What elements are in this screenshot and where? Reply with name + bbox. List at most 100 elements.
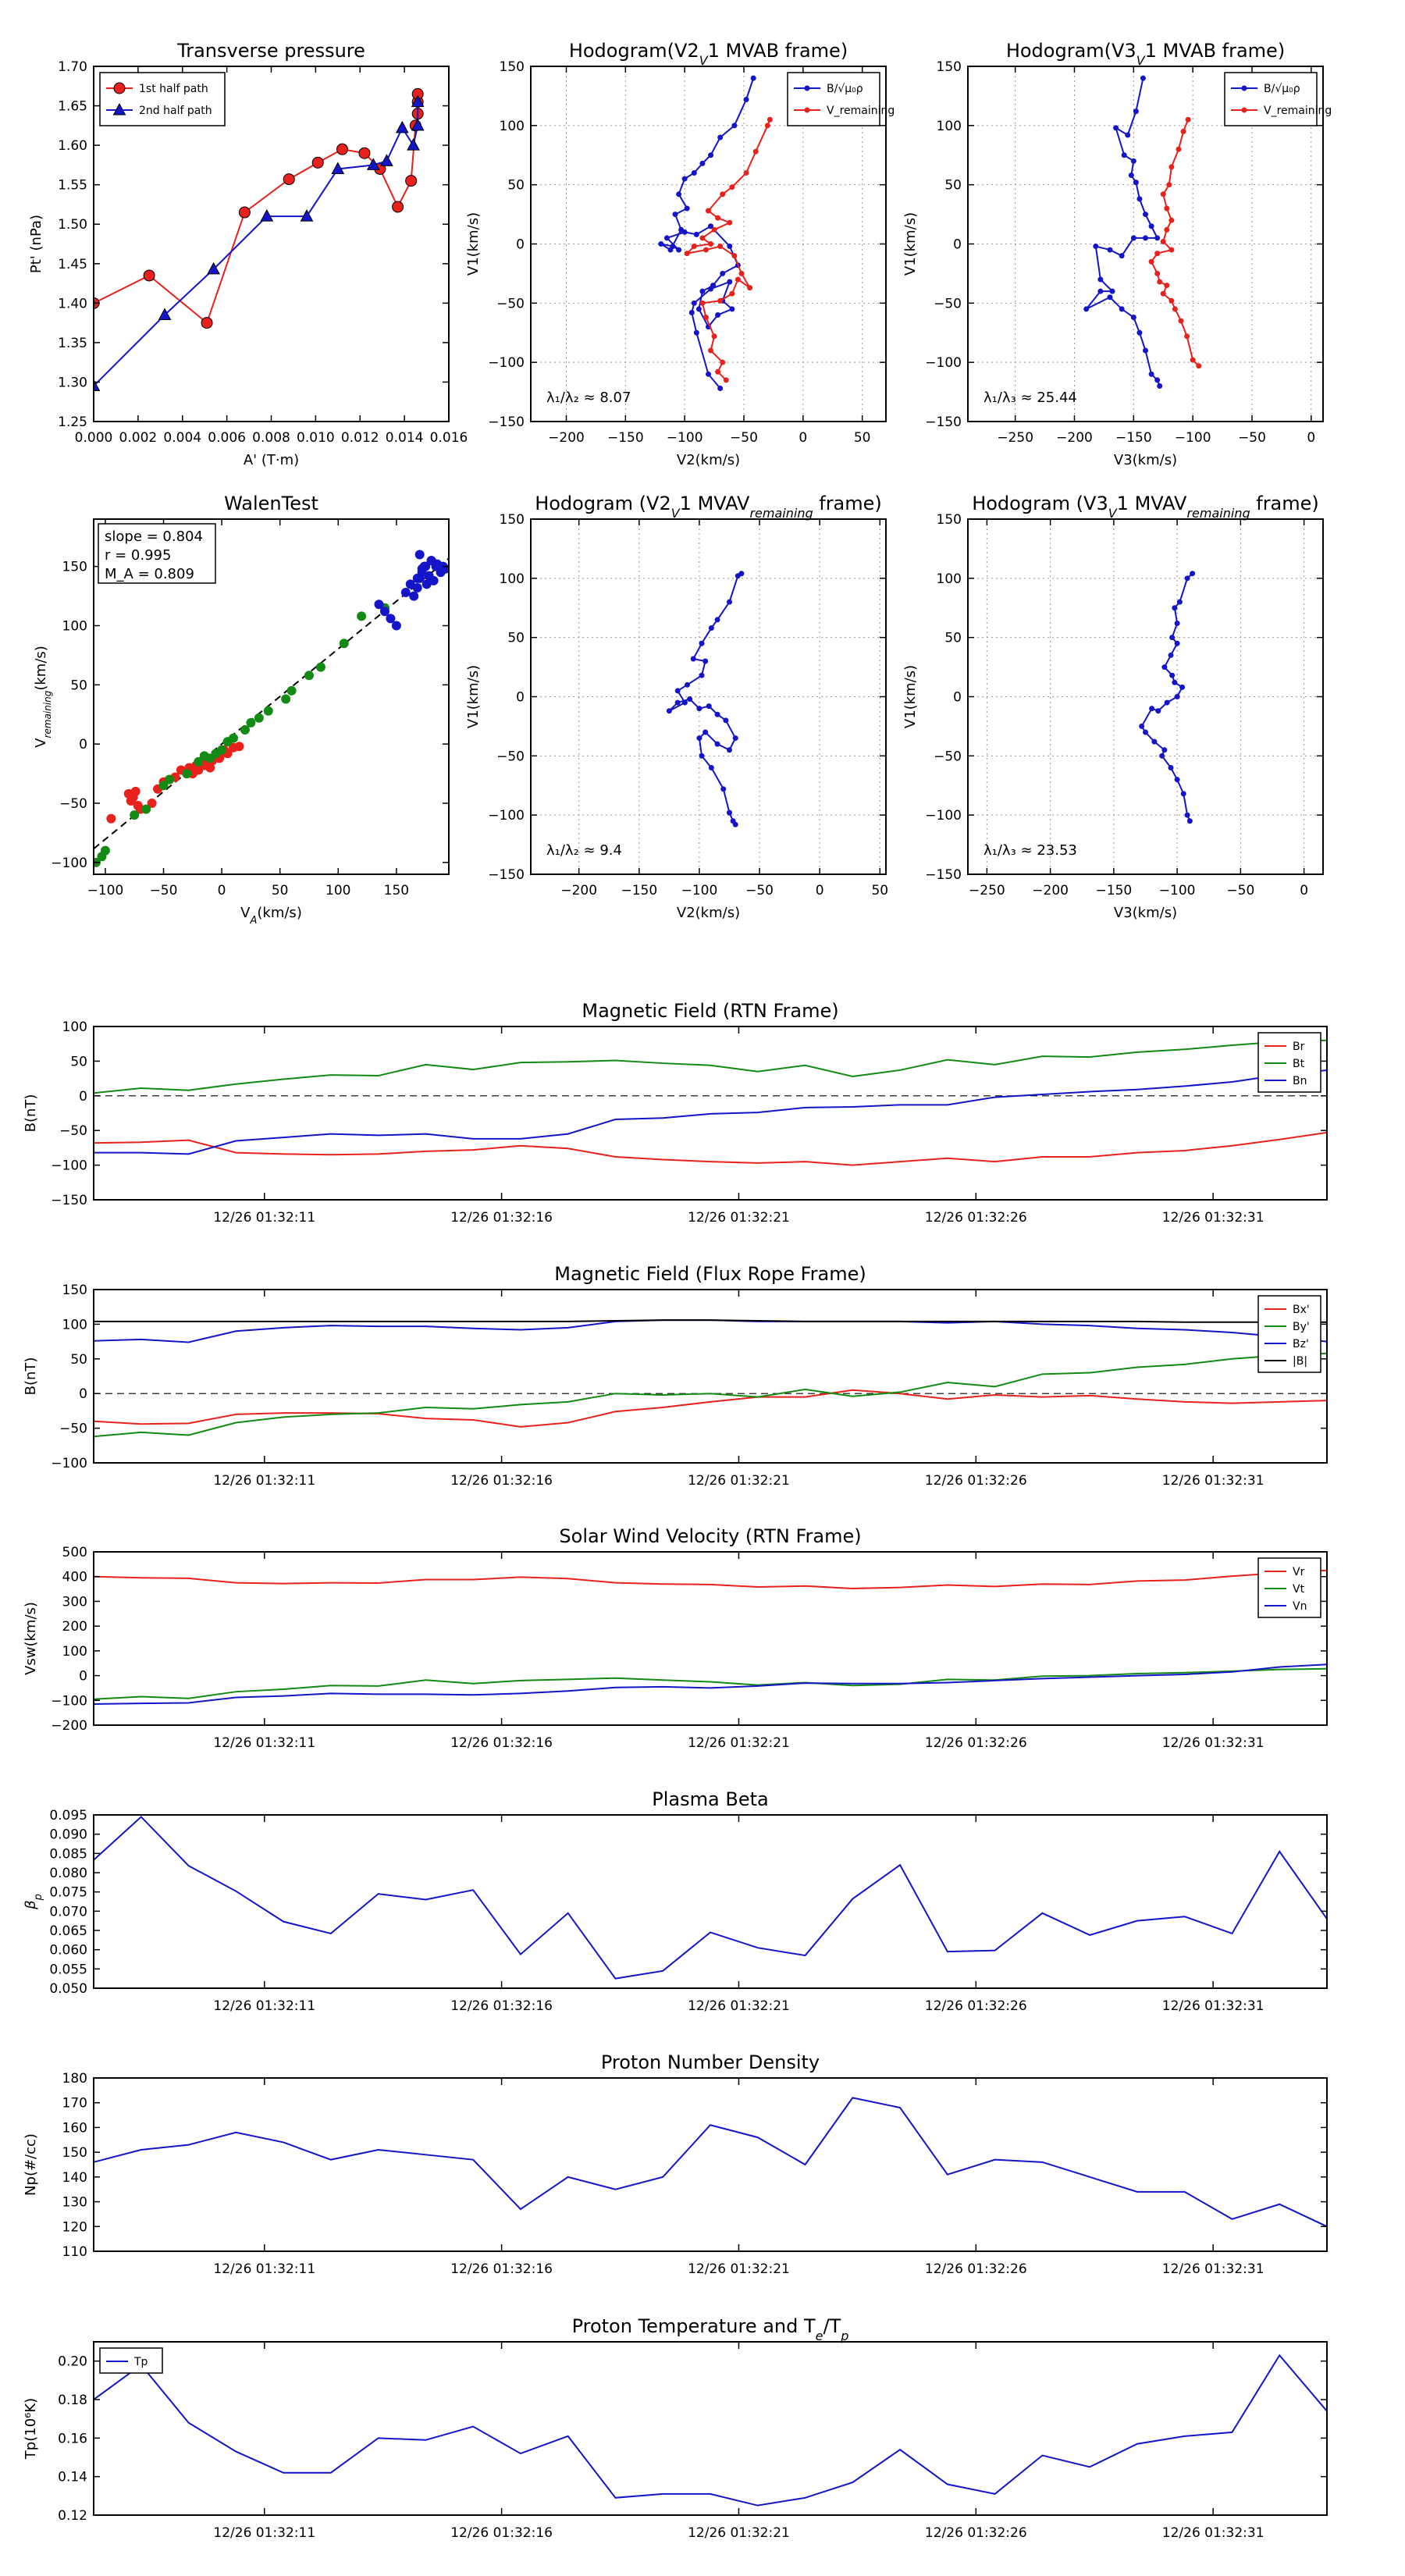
x-axis-label: V3(km/s) xyxy=(1114,452,1177,468)
x-tick-label: −150 xyxy=(621,883,657,898)
data-point xyxy=(201,317,213,329)
y-tick-label: 0.18 xyxy=(58,2393,87,2408)
data-point xyxy=(246,717,256,728)
chart-walen-test: −100 −50 0 50 100 150 −100 −50 0 50 100 150 WalenTes… xyxy=(33,493,450,927)
data-point xyxy=(1125,132,1131,138)
chart-hodogram-v2v1-mvab: −200 −150 −100 −50 0 50 −150 −100 −50 0 50 100 150 Ho… xyxy=(465,40,895,468)
data-point xyxy=(715,312,721,318)
data-point xyxy=(691,300,697,306)
y-tick-label: 0 xyxy=(79,1089,87,1105)
x-tick-label: 0.012 xyxy=(341,430,379,446)
legend-label: Bn xyxy=(1293,1075,1307,1087)
data-point xyxy=(391,621,401,631)
ratio-annotation: λ₁/λ₂ ≈ 8.07 xyxy=(546,390,631,406)
x-tick-label: 150 xyxy=(384,883,409,898)
data-point xyxy=(1168,765,1174,770)
data-point xyxy=(106,813,116,824)
x-tick-label: 0.006 xyxy=(208,430,246,446)
x-axis-label: VA(km/s) xyxy=(240,905,302,927)
x-tick-label: −250 xyxy=(969,883,1005,898)
x-tick-label: −200 xyxy=(560,883,597,898)
y-tick-label: −50 xyxy=(934,749,962,764)
data-point xyxy=(1154,251,1161,257)
panel-title: Hodogram (V2V1 MVAVremaining frame) xyxy=(535,493,882,521)
x-tick-label: 0.002 xyxy=(119,430,158,446)
y-tick-label: 100 xyxy=(500,119,525,134)
data-point xyxy=(684,251,690,257)
y-tick-label: −150 xyxy=(488,415,525,430)
y-tick-label: 140 xyxy=(62,2170,87,2186)
series-group xyxy=(94,87,425,391)
data-point xyxy=(1190,571,1196,577)
title-part: remaining xyxy=(1186,506,1250,521)
data-point xyxy=(1148,258,1154,265)
data-point xyxy=(699,753,705,759)
legend-label: 1st half path xyxy=(139,83,208,95)
data-point xyxy=(1143,212,1148,218)
data-point xyxy=(690,656,696,662)
data-point xyxy=(706,208,711,214)
y-tick-label: −200 xyxy=(51,1718,87,1734)
data-point xyxy=(1107,294,1113,301)
data-point xyxy=(1130,315,1136,321)
y-axis-label: V1(km/s) xyxy=(902,212,919,276)
x-tick-label: 12/26 01:32:31 xyxy=(1162,1473,1264,1489)
title-part: 1 MVAB frame) xyxy=(1145,40,1286,62)
title-part: Transverse pressure xyxy=(176,40,365,62)
series-group xyxy=(94,1039,1327,1166)
y-tick-label: −50 xyxy=(934,296,962,311)
y-tick-label: 150 xyxy=(500,512,525,528)
y-tick-label: 0 xyxy=(953,237,962,253)
x-tick-label: 12/26 01:32:31 xyxy=(1162,1735,1264,1751)
label-part: A xyxy=(249,915,257,927)
data-point xyxy=(1180,128,1186,134)
data-point xyxy=(1140,75,1146,81)
data-point xyxy=(380,154,393,166)
y-tick-label: 150 xyxy=(500,59,525,75)
title-part: Magnetic Field (RTN Frame) xyxy=(582,1000,838,1022)
data-point xyxy=(747,285,753,291)
data-point xyxy=(331,162,345,174)
series-line-By' xyxy=(94,1352,1327,1438)
x-tick-label: 0.016 xyxy=(430,430,468,446)
data-point xyxy=(767,116,773,123)
x-tick-label: 12/26 01:32:11 xyxy=(213,1210,315,1226)
panel-title: Magnetic Field (RTN Frame) xyxy=(582,1000,838,1022)
plot-frame xyxy=(93,1814,1328,1989)
data-point xyxy=(1093,244,1099,250)
legend-label: V_remaining xyxy=(1264,105,1332,117)
legend-box xyxy=(787,72,880,126)
y-axis-label: Np(#/cc) xyxy=(23,2133,39,2196)
data-point xyxy=(1155,708,1161,714)
data-point xyxy=(164,774,174,785)
data-point xyxy=(254,713,264,723)
series-line-V_remaining xyxy=(1150,119,1200,367)
title-part: Magnetic Field (Flux Rope Frame) xyxy=(554,1263,866,1285)
data-point xyxy=(1186,818,1193,824)
y-tick-label: 0 xyxy=(79,737,87,753)
data-point xyxy=(141,804,151,814)
data-point xyxy=(688,309,695,315)
x-tick-label: 12/26 01:32:31 xyxy=(1162,1998,1264,2014)
data-point xyxy=(339,639,349,649)
legend-box xyxy=(1224,72,1318,126)
chart-proton-number-density: 12/26 01:32:11 12/26 01:32:16 12/26 01:32:… xyxy=(23,2051,1328,2277)
legend-label: Br xyxy=(1293,1041,1305,1053)
x-tick-label: 12/26 01:32:26 xyxy=(925,2261,1027,2277)
data-point xyxy=(1179,684,1186,690)
data-point xyxy=(263,706,273,716)
y-tick-label: 0.060 xyxy=(49,1943,87,1959)
y-tick-label: −100 xyxy=(925,355,962,371)
title-part: WalenTest xyxy=(224,493,318,514)
data-point xyxy=(1161,664,1168,671)
y-tick-label: 180 xyxy=(62,2071,87,2087)
title-part: Proton Temperature and T xyxy=(572,2315,816,2337)
data-point xyxy=(407,138,420,151)
x-tick-label: 12/26 01:32:26 xyxy=(925,1735,1027,1751)
x-tick-label: 12/26 01:32:21 xyxy=(688,2261,790,2277)
data-point xyxy=(1154,270,1161,276)
chart-hodogram-v2v1-mvav: −200 −150 −100 −50 0 50 −150 −100 −50 0 50 100 150 Ho… xyxy=(465,493,888,921)
data-point xyxy=(283,173,295,186)
data-point xyxy=(715,215,721,221)
data-point xyxy=(729,290,735,297)
